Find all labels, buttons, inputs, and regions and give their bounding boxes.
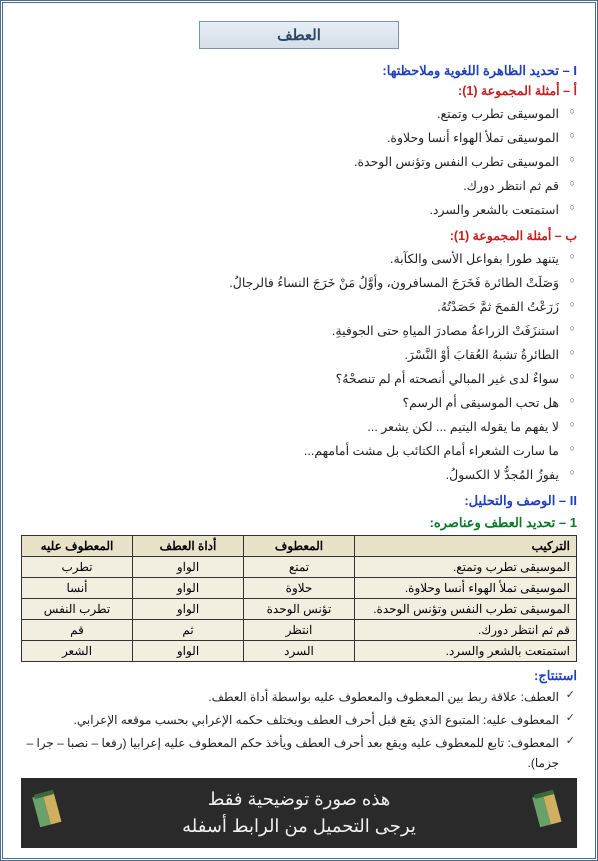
page-title: العطف (199, 21, 399, 49)
table-row: الموسيقى تطرب النفس وتؤنس الوحدة.تؤنس ال… (22, 599, 577, 620)
footer-text: هذه صورة توضيحية فقط يرجى التحميل من الر… (182, 786, 416, 840)
logo-icon-left (27, 787, 71, 839)
footer-line1: هذه صورة توضيحية فقط (208, 789, 391, 809)
table-row: استمتعت بالشعر والسرد.السردالواوالشعر (22, 641, 577, 662)
list-item: الموسيقى تطرب وتمتع. (21, 102, 559, 126)
table-cell: الواو (133, 578, 244, 599)
table-header: المعطوف عليه (22, 536, 133, 557)
table-cell: قم (22, 620, 133, 641)
list-item: هل تحب الموسيقى أم الرسم؟ (21, 391, 559, 415)
table-cell: الموسيقى تطرب النفس وتؤنس الوحدة. (355, 599, 577, 620)
group-a-list: الموسيقى تطرب وتمتع.الموسيقى تملأ الهواء… (21, 102, 577, 222)
list-item: يتنهد طورا بفواعل الأسى والكآبة. (21, 247, 559, 271)
table-cell: تمتع (244, 557, 355, 578)
table-header: أداة العطف (133, 536, 244, 557)
list-item: يفوزُ المُجدُّ لا الكسولُ. (21, 463, 559, 487)
footer-line2: يرجى التحميل من الرابط أسفله (182, 816, 416, 836)
table-cell: الموسيقى تطرب وتمتع. (355, 557, 577, 578)
table-cell: الشعر (22, 641, 133, 662)
table-cell: قم ثم انتظر دورك. (355, 620, 577, 641)
table-cell: تطرب (22, 557, 133, 578)
table-cell: انتظر (244, 620, 355, 641)
conclusion-label: استنتاج: (21, 668, 577, 684)
table-row: قم ثم انتظر دورك.انتظرثمقم (22, 620, 577, 641)
table-cell: أنسا (22, 578, 133, 599)
list-item: لا يفهم ما يقوله اليتيم ... لكن يشعر ... (21, 415, 559, 439)
list-item: الطائرةُ تشبهُ العُقابَ أوْ النَّسْرَ. (21, 343, 559, 367)
table-header: التركيب (355, 536, 577, 557)
list-item: الموسيقى تملأ الهواء أنسا وحلاوة. (21, 126, 559, 150)
list-item: وَصَلَتْ الطائرة فَخَرَجَ المسافرون، وأو… (21, 271, 559, 295)
section-2-heading: II – الوصف والتحليل: (21, 493, 577, 509)
footer-banner: هذه صورة توضيحية فقط يرجى التحميل من الر… (21, 778, 577, 848)
list-item: سواءٌ لدى غير المبالي أنصحته أم لم تنصحْ… (21, 367, 559, 391)
section-1-heading: I – تحديد الظاهرة اللغوية وملاحظتها: (21, 63, 577, 79)
table-cell: الواو (133, 557, 244, 578)
list-item: الموسيقى تطرب النفس وتؤنس الوحدة. (21, 150, 559, 174)
list-item: العطف: علاقة ربط بين المعطوف والمعطوف عل… (21, 686, 559, 709)
group-a-heading: أ – أمثلة المجموعة (1): (21, 83, 577, 98)
group-b-heading: ب – أمثلة المجموعة (1): (21, 228, 577, 243)
table-cell: السرد (244, 641, 355, 662)
conclusion-list: العطف: علاقة ربط بين المعطوف والمعطوف عل… (21, 686, 577, 775)
list-item: استنزَفَتْ الزراعةُ مصادرَ المياهِ حتى ا… (21, 319, 559, 343)
grammar-table: التركيبالمعطوفأداة العطفالمعطوف عليهالمو… (21, 535, 577, 662)
list-item: قم ثم انتظر دورك. (21, 174, 559, 198)
table-cell: الموسيقى تملأ الهواء أنسا وحلاوة. (355, 578, 577, 599)
table-header: المعطوف (244, 536, 355, 557)
group-b-list: يتنهد طورا بفواعل الأسى والكآبة.وَصَلَتْ… (21, 247, 577, 487)
logo-icon-right (527, 787, 571, 839)
table-cell: تؤنس الوحدة (244, 599, 355, 620)
list-item: استمتعت بالشعر والسرد. (21, 198, 559, 222)
table-cell: ثم (133, 620, 244, 641)
table-cell: تطرب النفس (22, 599, 133, 620)
table-cell: الواو (133, 641, 244, 662)
list-item: المعطوف عليه: المتبوع الذي يقع قبل أحرف … (21, 709, 559, 732)
table-row: الموسيقى تملأ الهواء أنسا وحلاوة.حلاوةال… (22, 578, 577, 599)
table-cell: حلاوة (244, 578, 355, 599)
list-item: المعطوف: تابع للمعطوف عليه ويقع بعد أحرف… (21, 732, 559, 774)
table-cell: استمتعت بالشعر والسرد. (355, 641, 577, 662)
table-row: الموسيقى تطرب وتمتع.تمتعالواوتطرب (22, 557, 577, 578)
list-item: زَرَعْتُ القمحَ ثمَّ حَصَدْتُهُ. (21, 295, 559, 319)
list-item: ما سارت الشعراء أمام الكتائب بل مشت أمام… (21, 439, 559, 463)
sub-heading: 1 – تحديد العطف وعناصره: (21, 515, 577, 531)
table-cell: الواو (133, 599, 244, 620)
